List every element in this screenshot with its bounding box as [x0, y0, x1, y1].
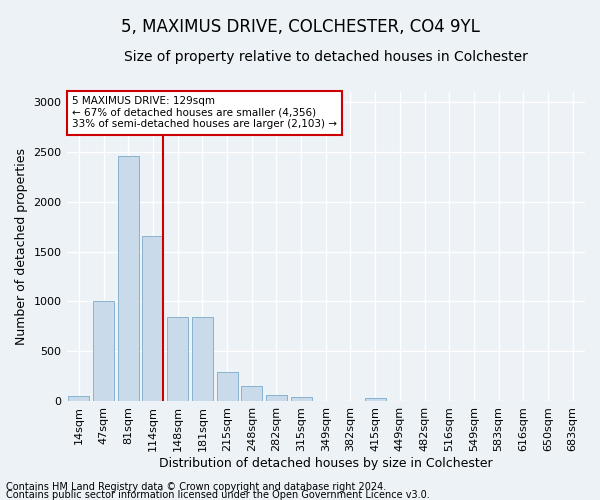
Bar — [241, 386, 262, 402]
Bar — [192, 318, 213, 402]
Bar — [142, 236, 163, 402]
Text: 5, MAXIMUS DRIVE, COLCHESTER, CO4 9YL: 5, MAXIMUS DRIVE, COLCHESTER, CO4 9YL — [121, 18, 479, 36]
Bar — [290, 398, 311, 402]
Text: Contains HM Land Registry data © Crown copyright and database right 2024.: Contains HM Land Registry data © Crown c… — [6, 482, 386, 492]
Text: 5 MAXIMUS DRIVE: 129sqm
← 67% of detached houses are smaller (4,356)
33% of semi: 5 MAXIMUS DRIVE: 129sqm ← 67% of detache… — [72, 96, 337, 130]
Bar — [365, 398, 386, 402]
Bar — [217, 372, 238, 402]
Bar — [266, 396, 287, 402]
Title: Size of property relative to detached houses in Colchester: Size of property relative to detached ho… — [124, 50, 528, 64]
Text: Contains public sector information licensed under the Open Government Licence v3: Contains public sector information licen… — [6, 490, 430, 500]
Bar — [167, 318, 188, 402]
Bar — [93, 302, 114, 402]
Y-axis label: Number of detached properties: Number of detached properties — [15, 148, 28, 345]
X-axis label: Distribution of detached houses by size in Colchester: Distribution of detached houses by size … — [159, 457, 493, 470]
Bar — [118, 156, 139, 402]
Bar — [68, 396, 89, 402]
